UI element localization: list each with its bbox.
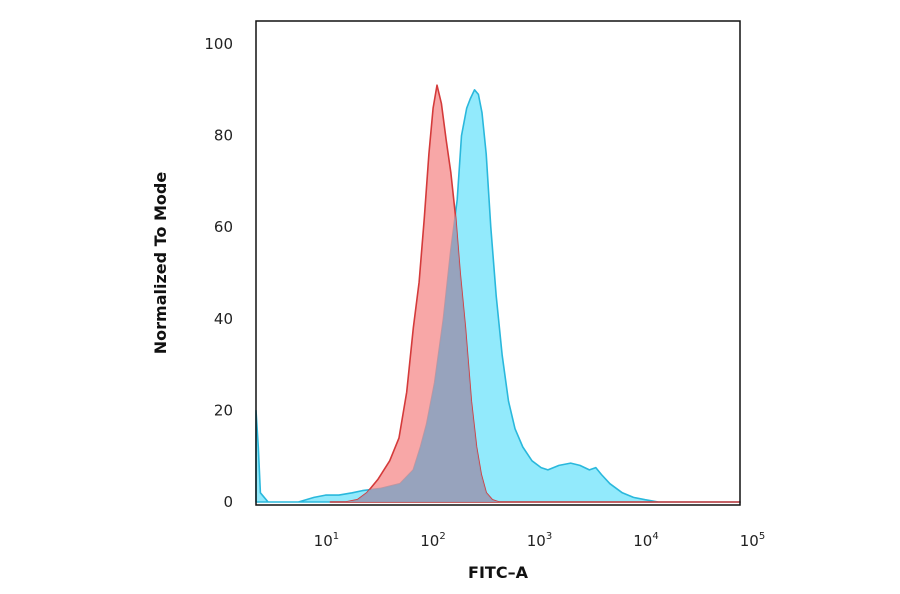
y-tick-label: 100 [204,35,233,53]
y-tick-label: 80 [214,127,233,145]
plot-area [255,84,741,503]
x-tick-label: 102 [420,531,445,550]
x-tick-label: 101 [314,531,339,550]
histogram-series-2 [329,84,741,503]
axis-ticks: 0 20 40 60 80 100 101 102 103 104 105 [204,35,765,550]
plot-frame [255,20,741,506]
histogram-series-1 [255,89,741,503]
y-axis-label: Normalized To Mode [151,172,170,355]
x-tick-label: 103 [527,531,552,550]
x-tick-label: 105 [740,531,765,550]
y-tick-label: 20 [214,401,233,419]
histogram-overlap-region [330,89,740,502]
y-tick-label: 60 [214,218,233,236]
x-axis-label: FITC–A [468,563,529,582]
y-tick-label: 0 [223,493,233,511]
y-tick-label: 40 [214,310,233,328]
x-tick-label: 104 [633,531,658,550]
